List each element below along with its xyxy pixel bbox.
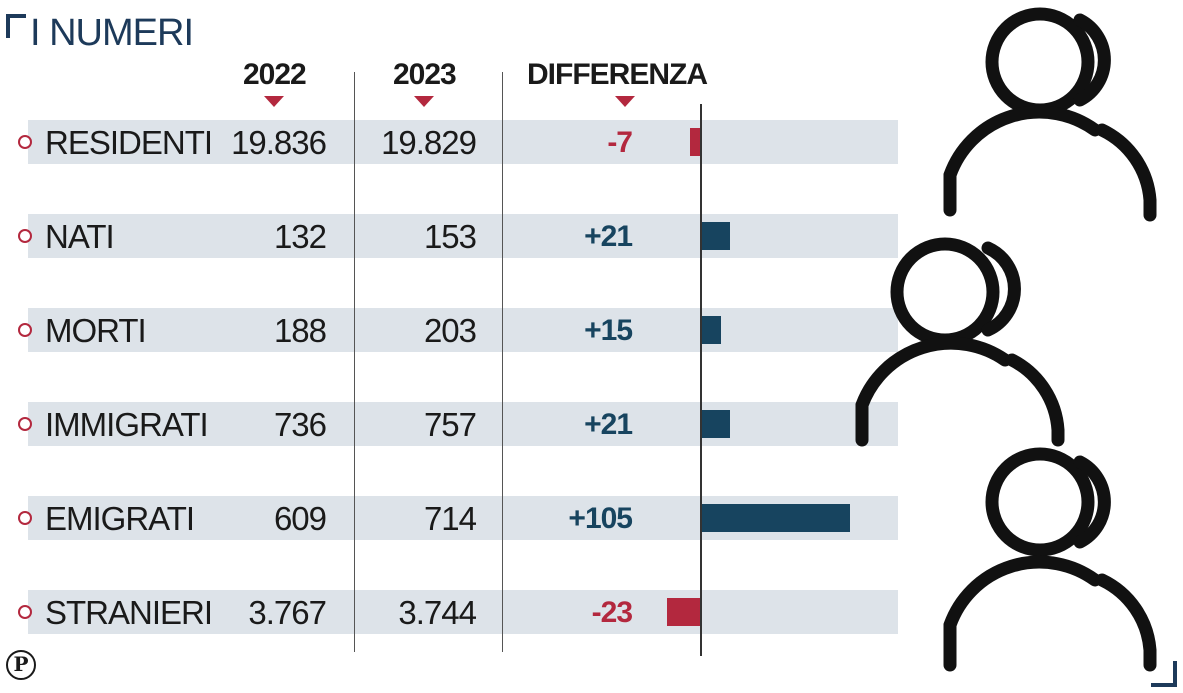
table-row [28,402,898,446]
difference-label: +21 [584,408,633,441]
value-2022: 132 [273,218,327,255]
triangle-down-icon [414,96,435,107]
column-header-difference-label: DIFFERENZA [527,58,708,91]
value-2022: 19.836 [231,124,327,161]
column-header-difference: DIFFERENZA [527,60,727,107]
value-2023: 19.829 [381,124,477,161]
row-label: STRANIERI [45,594,213,631]
difference-bar [667,598,700,626]
publisher-logo: P [6,650,36,680]
difference-label: +105 [568,502,633,535]
difference-label: +15 [584,314,633,347]
value-2023: 153 [423,218,477,255]
row-label: MORTI [45,312,147,349]
circle-bullet-icon [18,135,32,149]
difference-bar [689,128,700,156]
value-2023: 757 [423,406,477,443]
value-2022: 3.767 [248,594,327,631]
circle-bullet-icon [18,605,32,619]
value-2023: 3.744 [398,594,477,631]
person-icon [943,447,1157,672]
circle-bullet-icon [18,323,32,337]
circle-bullet-icon [18,417,32,431]
difference-bar [700,222,731,250]
row-label: EMIGRATI [45,500,195,537]
corner-bracket-bottom-right [1151,661,1177,687]
table-row [28,214,898,258]
row-label: RESIDENTI [45,124,213,161]
value-2022: 736 [273,406,327,443]
difference-label: -23 [591,596,633,629]
value-2022: 188 [273,312,327,349]
row-label: IMMIGRATI [45,406,209,443]
column-header-2023: 2023 [393,58,457,107]
table-row [28,590,898,634]
value-2022: 609 [273,500,327,537]
column-header-2022: 2022 [243,58,307,107]
triangle-down-icon [615,96,635,107]
value-2023: 203 [423,312,477,349]
row-label: NATI [45,218,115,255]
column-divider [502,72,503,652]
person-icon [943,7,1157,222]
people-icons [855,7,1157,672]
difference-label: -7 [607,126,633,159]
circle-bullet-icon [18,229,32,243]
table-row [28,120,898,164]
bar-zero-axis [700,104,702,656]
chart-title: I NUMERI [30,12,194,54]
triangle-down-icon [264,96,285,107]
column-header-2022-label: 2022 [243,58,307,91]
column-header-2023-label: 2023 [393,58,457,91]
circle-bullet-icon [18,511,32,525]
difference-bar [700,316,722,344]
person-icon [855,237,1065,447]
corner-bracket-top-left [6,14,26,38]
difference-label: +21 [584,220,633,253]
difference-bar [700,410,731,438]
difference-bar [700,504,851,532]
column-divider [354,72,355,652]
table-row [28,308,898,352]
value-2023: 714 [423,500,477,537]
